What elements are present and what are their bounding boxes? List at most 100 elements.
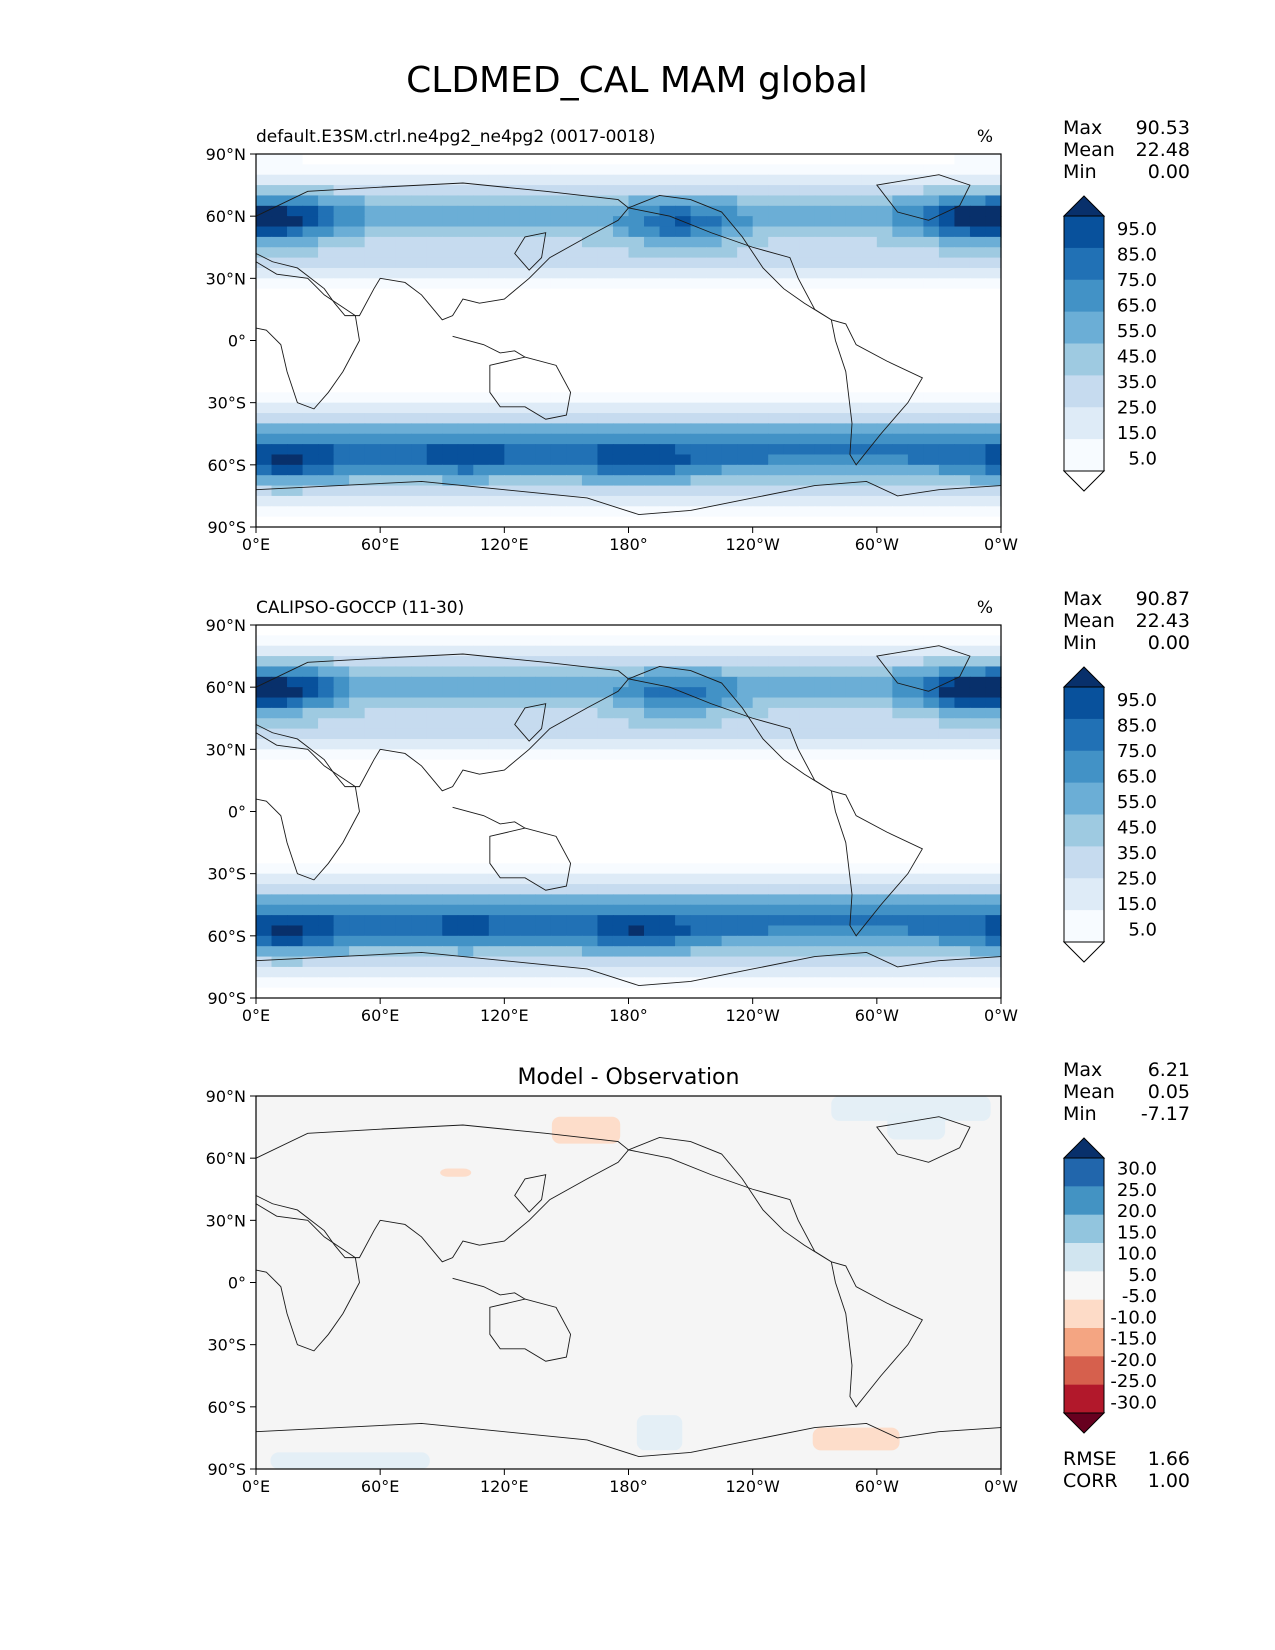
field-cell [566,780,583,792]
field-cell [504,309,521,321]
field-cell [349,413,366,424]
field-cell [535,444,552,456]
field-cell [333,718,350,730]
field-cell [628,832,645,844]
field-cell [768,288,785,300]
field-cell [876,278,893,290]
stat-value: 22.48 [1136,139,1190,161]
field-cell [457,873,474,885]
field-cell [364,728,381,740]
field-cell [783,154,800,165]
field-cell [706,728,723,740]
field-cell [302,164,319,176]
field-cell [349,977,366,989]
field-cell [302,935,319,947]
field-cell [535,770,552,782]
field-cell [411,625,428,636]
field-cell [783,330,800,342]
field-cell [830,330,847,342]
field-cell [287,205,304,217]
field-cell [349,625,366,636]
field-cell [814,247,831,259]
field-cell [271,697,288,709]
field-cell [876,656,893,668]
field-cell [488,801,505,813]
field-cell [473,915,490,927]
field-cell [581,884,599,895]
field-cell [519,884,536,895]
field-cell [923,645,940,657]
field-cell [954,423,971,435]
field-cell [597,935,614,947]
field-cell [628,666,645,678]
field-cell [644,915,661,927]
field-cell [535,247,552,259]
field-cell [504,330,521,342]
field-cell [318,884,335,895]
field-cell [333,350,350,362]
field-cell [488,247,505,259]
field-cell [907,247,924,259]
field-cell [581,946,599,958]
field-cell [644,852,661,864]
field-cell [411,216,428,228]
field-cell [519,977,536,989]
field-cell [675,770,692,782]
field-cell [799,309,816,321]
field-cell [938,392,956,404]
field-cell [783,894,800,906]
field-cell [597,915,614,927]
field-cell [845,288,862,300]
field-cell [876,687,893,699]
field-cell [644,299,661,311]
field-cell [628,852,645,864]
field-cell [768,863,785,875]
field-cell [426,863,443,875]
field-cell [861,635,878,647]
field-cell [892,278,909,290]
field-cell [628,676,645,688]
field-cell [550,935,568,947]
field-cell [566,956,583,968]
field-cell [302,915,319,927]
field-cell [333,966,350,978]
field-cell [644,247,661,259]
field-cell [954,350,971,362]
field-cell [721,770,738,782]
field-cell [411,676,428,688]
field-cell [581,832,599,844]
field-cell [923,852,940,864]
field-cell [504,278,521,290]
field-cell [581,718,599,730]
field-cell [938,381,956,393]
field-cell [442,464,459,476]
field-cell [861,205,878,217]
field-cell [644,485,661,497]
field-cell [395,330,412,342]
field-cell [644,687,661,699]
field-cell [271,226,288,238]
field-cell [597,707,614,719]
field-cell [256,687,273,699]
field-cell [395,485,412,497]
field-cell [737,946,754,958]
field-cell [302,506,319,518]
field-cell [287,625,304,636]
field-cell [380,635,397,647]
field-cell [597,946,614,958]
field-cell [923,790,940,802]
field-cell [814,759,831,771]
field-cell [861,697,878,709]
field-cell [907,956,924,968]
field-cell [504,738,521,750]
field-cell [442,687,459,699]
field-cell [380,811,397,823]
field-cell [799,485,816,497]
field-cell [566,894,583,906]
field-cell [644,801,661,813]
field-cell [380,780,397,792]
field-cell [566,299,583,311]
field-cell [504,381,521,393]
field-cell [550,485,568,497]
field-cell [612,444,630,456]
